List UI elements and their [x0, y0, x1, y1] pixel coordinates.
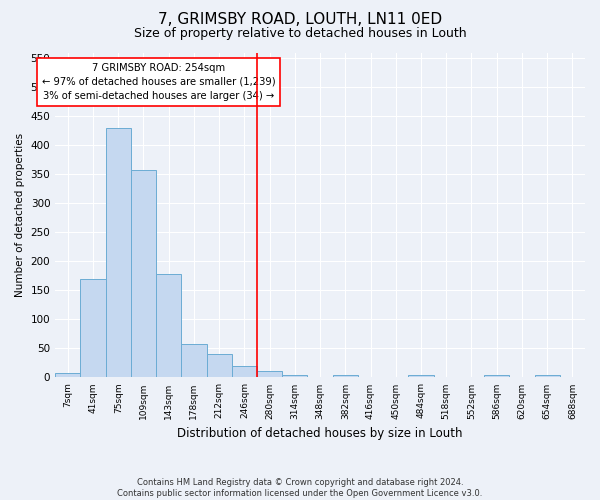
Bar	[156, 274, 181, 378]
Bar	[535, 374, 560, 378]
Bar	[409, 375, 434, 378]
Y-axis label: Number of detached properties: Number of detached properties	[15, 133, 25, 297]
X-axis label: Distribution of detached houses by size in Louth: Distribution of detached houses by size …	[178, 427, 463, 440]
Text: 7 GRIMSBY ROAD: 254sqm
← 97% of detached houses are smaller (1,239)
3% of semi-d: 7 GRIMSBY ROAD: 254sqm ← 97% of detached…	[42, 63, 275, 101]
Bar	[181, 344, 206, 378]
Text: Contains HM Land Registry data © Crown copyright and database right 2024.
Contai: Contains HM Land Registry data © Crown c…	[118, 478, 482, 498]
Bar	[106, 128, 131, 378]
Bar	[332, 374, 358, 378]
Bar	[80, 279, 106, 378]
Bar	[206, 354, 232, 378]
Bar	[257, 371, 282, 378]
Bar	[55, 373, 80, 378]
Bar	[232, 366, 257, 378]
Bar	[484, 374, 509, 378]
Text: Size of property relative to detached houses in Louth: Size of property relative to detached ho…	[134, 28, 466, 40]
Bar	[282, 374, 307, 378]
Bar	[131, 170, 156, 378]
Text: 7, GRIMSBY ROAD, LOUTH, LN11 0ED: 7, GRIMSBY ROAD, LOUTH, LN11 0ED	[158, 12, 442, 28]
